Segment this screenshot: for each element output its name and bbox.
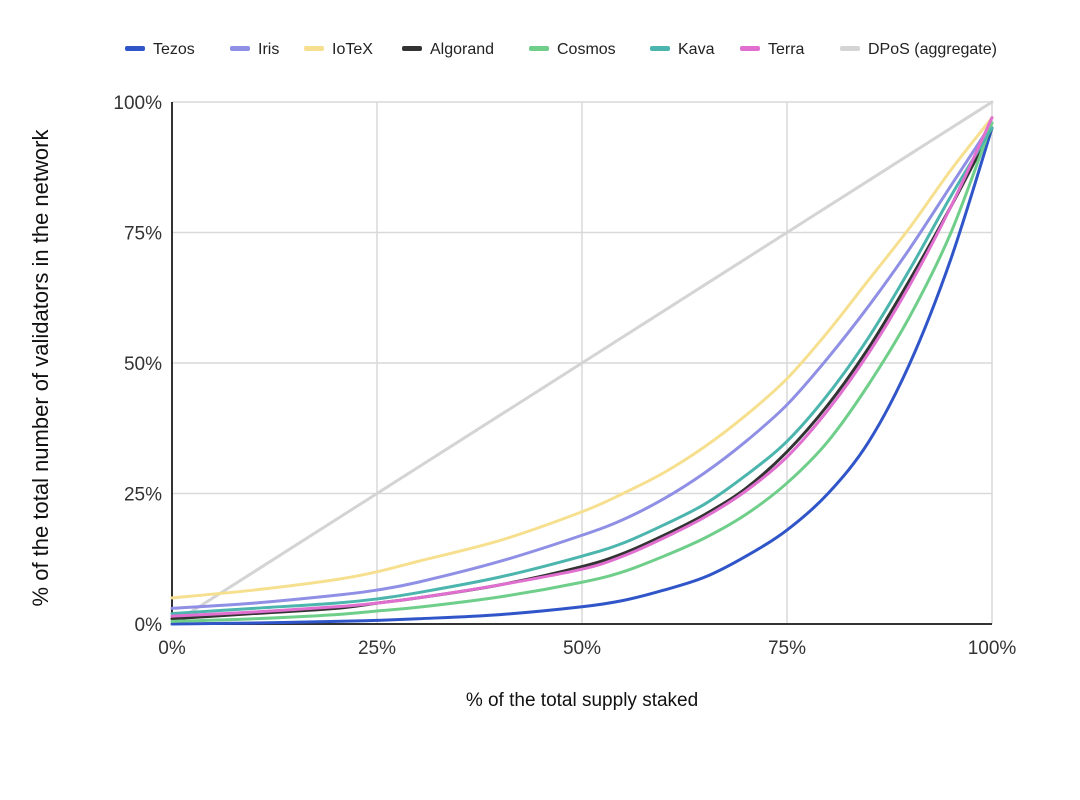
legend-swatch-tezos [125,46,145,51]
axes [171,102,992,625]
series-line-terra [170,116,994,618]
legend-label-tezos: Tezos [153,41,195,58]
legend-label-dpos-aggregate: DPoS (aggregate) [868,41,997,58]
legend-swatch-cosmos [529,46,549,51]
y-axis-title: % of the total number of validators in t… [28,129,53,607]
legend-swatch-iotex [304,46,324,51]
series-line-iris [170,121,994,610]
legend-label-cosmos: Cosmos [557,41,616,58]
y-tick-label: 50% [124,354,162,375]
x-tick-label: 0% [158,638,186,659]
legend-swatch-iris [230,46,250,51]
x-tick-label: 25% [358,638,396,659]
legend-swatch-terra [740,46,760,51]
series-line-tezos [170,126,994,626]
y-tick-labels: 0% 25% 50% 75% 100% [113,93,162,636]
x-axis-title: % of the total supply staked [466,690,698,711]
x-tick-label: 50% [563,638,601,659]
y-tick-label: 100% [113,93,162,114]
legend-label-iotex: IoTeX [332,41,373,58]
x-tick-label: 100% [968,638,1017,659]
legend-swatch-kava [650,46,670,51]
series-line-cosmos [170,121,994,623]
legend-label-kava: Kava [678,41,715,58]
legend: Tezos Iris IoTeX Algorand Cosmos Kava Terra DPo… [125,41,997,58]
series-line-kava [170,126,994,616]
series-line-iotex [170,116,994,600]
x-tick-label: 75% [768,638,806,659]
legend-swatch-algorand [402,46,422,51]
legend-swatch-dpos-aggregate [840,46,860,51]
y-tick-label: 0% [135,615,163,636]
legend-label-terra: Terra [768,41,805,58]
series-line-dpos-aggregate [170,100,994,626]
y-tick-label: 75% [124,224,162,245]
legend-label-iris: Iris [258,41,279,58]
legend-label-algorand: Algorand [430,41,494,58]
series-lines [170,100,994,626]
y-tick-label: 25% [124,485,162,506]
x-tick-labels: 0% 25% 50% 75% 100% [158,638,1016,659]
